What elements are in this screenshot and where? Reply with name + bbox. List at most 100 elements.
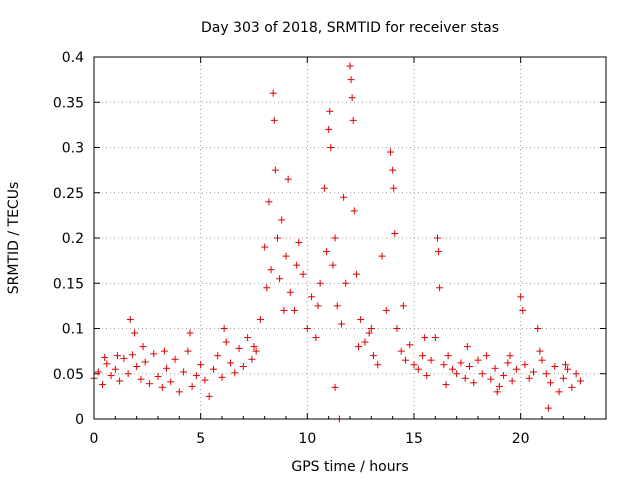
data-point [493, 388, 501, 396]
data-point [378, 252, 386, 260]
data-point [222, 338, 230, 346]
data-point [529, 368, 537, 376]
data-point [188, 382, 196, 390]
data-point [101, 353, 109, 361]
data-point [461, 374, 469, 382]
data-point [508, 377, 516, 385]
data-point [131, 329, 139, 337]
data-point [250, 343, 258, 351]
data-point [299, 270, 307, 278]
data-point [326, 107, 334, 115]
data-point [491, 364, 499, 372]
data-point [465, 363, 473, 371]
data-point [474, 356, 482, 364]
data-point [293, 261, 301, 269]
data-point [350, 207, 358, 215]
data-point [542, 370, 550, 378]
data-point [107, 372, 115, 380]
data-point [572, 370, 580, 378]
data-point [111, 365, 119, 373]
data-point [367, 325, 375, 332]
y-tick-label: 0.2 [62, 231, 84, 247]
x-tick-label: 15 [405, 431, 423, 447]
y-tick-label: 0.35 [53, 95, 84, 111]
x-tick-label: 20 [512, 431, 530, 447]
data-point [331, 383, 339, 391]
data-point [197, 361, 205, 369]
data-point [500, 372, 508, 380]
data-point [410, 361, 418, 369]
data-point [192, 372, 200, 380]
data-point [218, 373, 226, 381]
data-point [517, 293, 525, 301]
data-point [346, 62, 354, 70]
data-point [391, 229, 399, 237]
data-point [248, 355, 256, 363]
data-point [348, 94, 356, 102]
data-point [431, 334, 439, 342]
data-point [347, 76, 355, 84]
data-point [171, 355, 179, 363]
x-tick-label: 0 [90, 431, 99, 447]
axes: 0 0.05 0.1 0.15 0.2 0.25 0.3 0.35 0.4 0 5 10 15 20 [53, 50, 606, 447]
data-point [271, 166, 279, 174]
data-point [133, 363, 141, 371]
data-point [333, 302, 341, 310]
data-point [270, 116, 278, 124]
data-point [521, 361, 529, 369]
y-tick-label: 0.05 [53, 367, 84, 383]
data-point [365, 329, 373, 337]
data-point [387, 148, 395, 156]
data-point [453, 370, 461, 378]
grid [94, 57, 606, 419]
data-point [184, 347, 192, 355]
data-point [512, 365, 520, 373]
data-point [329, 261, 337, 269]
data-point [180, 368, 188, 376]
data-point [399, 302, 407, 310]
data-point [355, 343, 363, 351]
data-point [231, 369, 239, 377]
data-point [525, 374, 533, 382]
data-point [278, 216, 286, 224]
data-point [269, 89, 277, 97]
data-point [291, 306, 299, 314]
data-point [436, 284, 444, 292]
y-tick-label: 0 [75, 412, 84, 428]
data-point [94, 368, 102, 376]
data-point [538, 356, 546, 364]
data-point [349, 116, 357, 124]
data-point [559, 374, 567, 382]
data-point [235, 344, 243, 352]
data-point [163, 364, 171, 372]
data-point [280, 306, 288, 314]
data-point [141, 358, 149, 366]
data-point [440, 361, 448, 369]
x-tick-label: 5 [196, 431, 205, 447]
data-point [126, 315, 134, 323]
data-point [316, 279, 324, 287]
data-point [568, 383, 576, 391]
data-point [340, 193, 348, 201]
data-point [564, 365, 572, 373]
data-point [390, 184, 398, 192]
data-point [487, 375, 495, 383]
data-point [421, 334, 429, 342]
data-point [331, 234, 339, 242]
data-point [312, 334, 320, 342]
data-point [504, 359, 512, 367]
data-point [273, 234, 281, 242]
data-point [337, 320, 345, 328]
data-point [295, 239, 303, 247]
data-point [342, 279, 350, 287]
data-point [239, 363, 247, 371]
data-point [158, 383, 166, 391]
data-point [120, 354, 128, 362]
data-point [534, 325, 542, 332]
data-point [551, 363, 559, 371]
data-point [303, 325, 311, 332]
data-point [357, 315, 365, 323]
data-point [205, 392, 213, 400]
data-point [382, 306, 390, 314]
data-point [325, 125, 333, 133]
